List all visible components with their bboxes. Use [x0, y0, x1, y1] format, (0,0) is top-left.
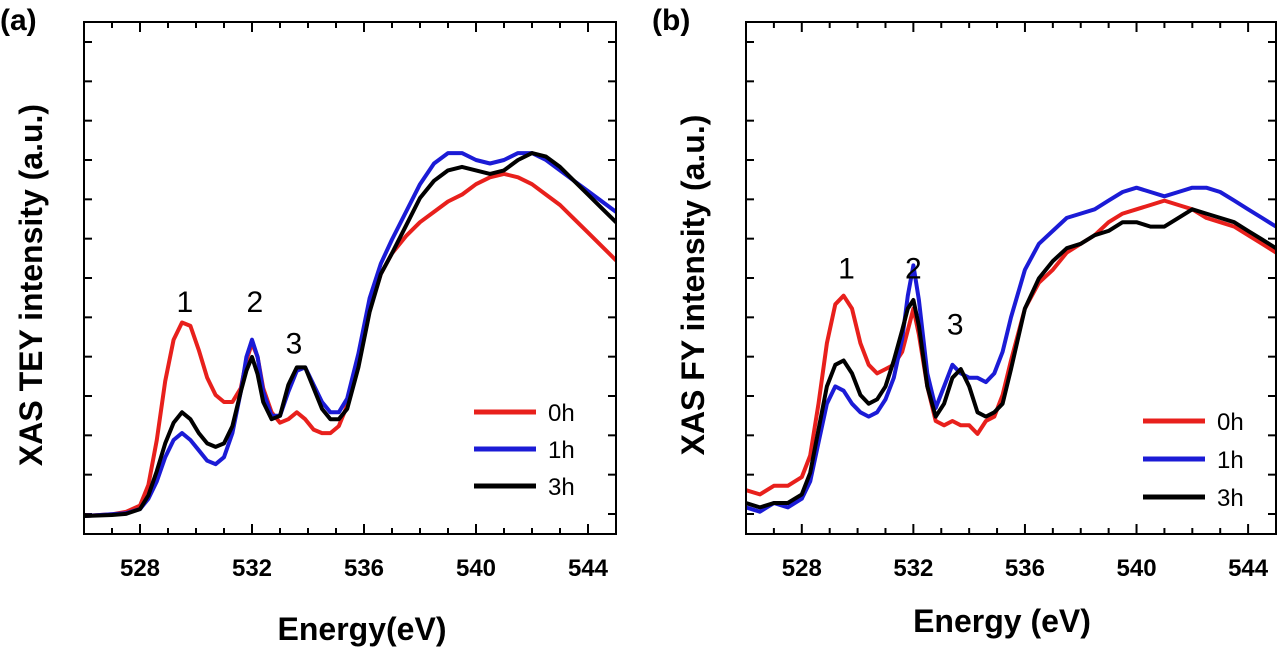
peak-label-2: 2 [905, 252, 922, 285]
x-tick-label: 544 [568, 555, 609, 582]
x-tick-label: 540 [1117, 555, 1157, 582]
peak-label-2: 2 [246, 286, 263, 319]
series-line-0h [746, 198, 1276, 497]
legend-label-1h: 1h [1217, 447, 1244, 474]
series-line-1h [84, 151, 616, 518]
legend-label-3h: 3h [548, 474, 575, 501]
panel-a-x-axis-title: Energy(eV) [278, 611, 447, 647]
legend-label-0h: 0h [548, 400, 575, 427]
panel-a-label: (a) [0, 4, 37, 37]
panel-b-x-axis-title: Energy (eV) [913, 603, 1091, 639]
x-tick-label: 536 [344, 555, 384, 582]
series-line-0h [84, 171, 616, 518]
series-line-3h [746, 207, 1276, 510]
panel-a-y-axis-title: XAS TEY intensity (a.u.) [13, 104, 49, 466]
panel-b-label: (b) [652, 4, 690, 37]
x-tick-label: 536 [1005, 555, 1045, 582]
panel-b: (b) 528 532 536 540 544 1 23 0h 1h 3h Energy (eV)… [652, 4, 1277, 639]
peak-label-3: 3 [947, 309, 964, 342]
x-tick-label: 528 [782, 555, 822, 582]
peak-label-1: 1 [176, 286, 193, 319]
x-tick-label: 532 [232, 555, 272, 582]
series-group [746, 185, 1276, 514]
series-group [84, 151, 616, 518]
peak-label-1: 1 [838, 252, 855, 285]
peak-label-3: 3 [286, 328, 303, 361]
x-tick-label: 544 [1228, 555, 1269, 582]
x-tick-label: 528 [120, 555, 160, 582]
x-tick-label: 532 [893, 555, 933, 582]
x-tick-label: 540 [456, 555, 496, 582]
legend-label-1h: 1h [548, 437, 575, 464]
panel-b-plot: 528 532 536 540 544 1 23 0h 1h 3h [745, 22, 1277, 582]
panel-a-plot: 528 532 536 540 544 1 23 0h 1h 3h [83, 22, 617, 582]
panel-a-frame [83, 21, 617, 535]
series-line-3h [84, 151, 616, 518]
panel-b-frame [745, 21, 1277, 535]
legend-label-3h: 3h [1217, 485, 1244, 512]
panel-b-y-axis-title: XAS FY intensity (a.u.) [675, 115, 711, 456]
legend-label-0h: 0h [1217, 409, 1244, 436]
